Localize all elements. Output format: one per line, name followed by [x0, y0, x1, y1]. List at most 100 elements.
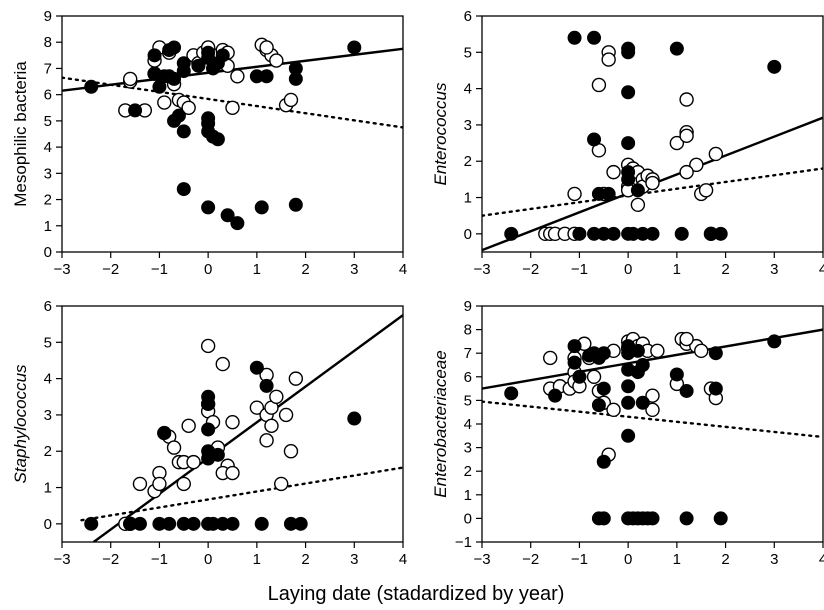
open-point [230, 69, 245, 84]
open-point [225, 465, 240, 481]
open-point [225, 100, 240, 115]
filled-point [201, 397, 216, 412]
x-tick-label: −1 [571, 551, 588, 568]
plot-frame [61, 15, 404, 253]
filled-point [249, 360, 264, 375]
filled-point [84, 79, 99, 94]
open-point [283, 444, 299, 459]
open-point [630, 197, 646, 213]
x-tick-label: 3 [770, 261, 778, 278]
x-tick-label: −1 [571, 261, 588, 278]
filled-point [645, 511, 660, 526]
filled-point [621, 172, 636, 187]
y-tick-label: 6 [44, 298, 52, 315]
filled-point [606, 226, 621, 241]
filled-point [162, 516, 177, 531]
open-point [606, 402, 621, 418]
y-tick-label: 2 [464, 463, 472, 480]
filled-point [176, 56, 191, 71]
y-tick-label: 5 [44, 113, 52, 130]
open-point [259, 433, 274, 448]
filled-point [587, 132, 602, 147]
filled-point [504, 226, 519, 241]
open-point [650, 343, 665, 359]
panel-3: −3 −2 −1 0 1 2 3 4 0 1 2 3 4 5 6 Staphylococcus [11, 298, 407, 568]
panel-1: −3 −2 −1 0 1 2 3 4 0 1 2 3 4 5 6 7 8 9 Mesophilic bacteria [11, 8, 407, 278]
filled-point [132, 516, 147, 531]
open-point [698, 183, 714, 198]
open-point [132, 476, 148, 492]
open-point [225, 414, 240, 430]
filled-point [288, 71, 303, 86]
filled-point [147, 48, 162, 63]
filled-point [167, 40, 182, 55]
filled-point [210, 447, 225, 462]
x-tick-label: 0 [204, 261, 212, 278]
filled-point [679, 511, 694, 526]
filled-point [259, 378, 274, 393]
y-tick-label: 6 [464, 8, 472, 25]
filled-point [621, 395, 636, 410]
filled-point [630, 183, 645, 198]
open-point [567, 186, 582, 202]
solid-regression-line [482, 328, 823, 390]
filled-point [708, 381, 723, 396]
open-point [679, 128, 694, 144]
filled-point [596, 454, 611, 469]
y-tick-label: 4 [464, 416, 472, 433]
filled-point [259, 69, 274, 84]
open-point [264, 418, 279, 434]
filled-point [201, 422, 216, 437]
x-tick-label: 1 [673, 551, 681, 568]
filled-point [567, 339, 582, 354]
dotted-regression-line [80, 466, 403, 522]
filled-point [504, 386, 519, 401]
y-tick-label: 1 [464, 487, 472, 504]
open-point [152, 476, 167, 492]
open-point [591, 77, 607, 93]
filled-point [767, 334, 782, 349]
y-axis-label: Enterobacteriaceae [431, 350, 450, 497]
x-axis-label: Laying date (stadardized by year) [268, 583, 565, 605]
x-tick-label: −2 [102, 551, 119, 568]
filled-point [601, 186, 616, 201]
y-tick-label: 8 [464, 322, 472, 339]
x-tick-label: 0 [204, 551, 212, 568]
y-tick-label: 5 [464, 44, 472, 61]
filled-point [215, 48, 230, 63]
filled-point [713, 511, 728, 526]
x-tick-label: 2 [301, 551, 309, 568]
y-tick-label: 9 [464, 298, 472, 315]
y-tick-label: 3 [464, 440, 472, 457]
filled-point [176, 182, 191, 197]
x-tick-label: 1 [253, 551, 261, 568]
x-tick-label: 4 [399, 261, 407, 278]
panel-2: −3 −2 −1 0 1 2 3 4 0 1 2 3 4 5 6 Enterococcus [431, 8, 824, 278]
filled-point [596, 346, 611, 361]
y-tick-label: 3 [44, 407, 52, 424]
y-axis-label: Mesophilic bacteria [11, 61, 30, 207]
x-tick-label: −2 [522, 261, 539, 278]
x-tick-label: 2 [721, 261, 729, 278]
y-tick-label: 0 [44, 516, 52, 533]
open-point [679, 92, 694, 107]
x-tick-label: 0 [624, 261, 632, 278]
x-tick-label: −3 [53, 261, 70, 278]
open-point [200, 338, 216, 354]
filled-point [645, 226, 660, 241]
filled-point [84, 516, 99, 531]
data-marks [62, 37, 403, 231]
solid-regression-line [92, 314, 403, 542]
y-axis-label: Staphylococcus [11, 364, 30, 484]
filled-point [767, 59, 782, 74]
filled-point [201, 200, 216, 215]
filled-point [230, 216, 245, 231]
y-tick-label: −1 [455, 534, 472, 551]
x-tick-label: 2 [301, 261, 309, 278]
x-tick-label: 1 [673, 261, 681, 278]
open-point [157, 95, 172, 110]
y-tick-label: 4 [464, 81, 472, 98]
open-point [186, 454, 201, 470]
open-point [694, 343, 709, 359]
filled-point [635, 358, 650, 372]
